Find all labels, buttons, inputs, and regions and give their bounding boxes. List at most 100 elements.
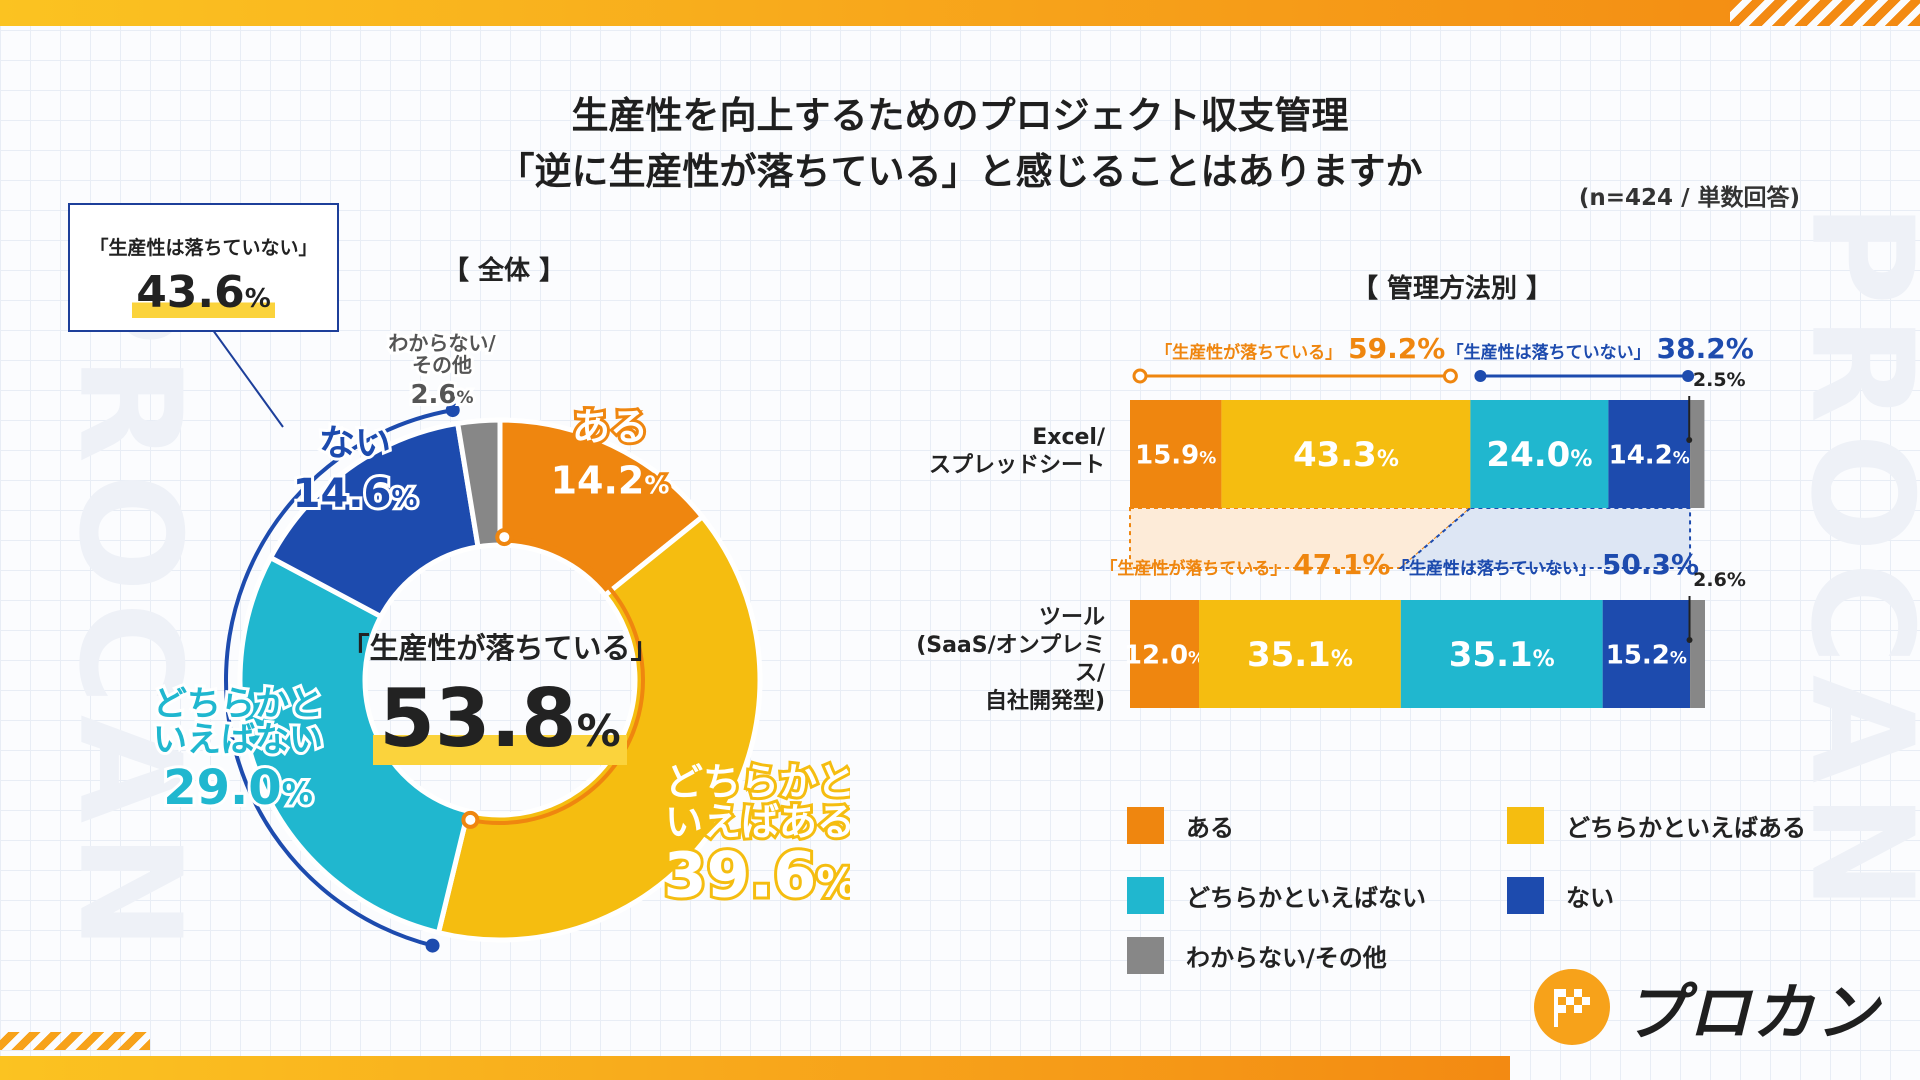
logo-text: プロカン bbox=[1623, 976, 1880, 1049]
bar-segment-excel-somewhat-aru bbox=[1221, 400, 1471, 508]
donut-label-nai-line-1: ない bbox=[319, 423, 391, 464]
other-leader-dot-excel bbox=[1686, 437, 1693, 443]
nodrop-bracket-arc bbox=[224, 408, 454, 948]
row-label-tool-line-2: (SaaS/オンプレミス/ bbox=[916, 633, 1105, 686]
bracket-nodrop-excel-dot-end bbox=[1682, 370, 1695, 382]
flag-icon bbox=[1533, 969, 1610, 1045]
bar-value-pct-tool-nai: % bbox=[1670, 648, 1687, 668]
donut-value-pct-somewhat-aru: % bbox=[816, 861, 850, 907]
other-value-excel: 2.5% bbox=[1693, 369, 1746, 391]
donut-slice-other bbox=[454, 417, 503, 550]
group-drop-tool: 「生産性が落ちている」 47.1% bbox=[1100, 548, 1390, 581]
group-drop-value-tool: 47.1% bbox=[1293, 548, 1390, 581]
group-nodrop-value-excel: 38.2% bbox=[1657, 332, 1754, 365]
row-label-excel-line-1: Excel/ bbox=[1032, 425, 1105, 450]
bar-segments: 15.9% 43.3% 24.0% 14.2%12.0% 35.1% 35.1% 15.2% bbox=[1124, 400, 1705, 708]
legend-label-somewhat-nai: どちらかといえばない bbox=[1186, 884, 1426, 912]
bottom-hatch-decoration bbox=[0, 1032, 150, 1050]
drop-bracket-dot-start bbox=[495, 528, 514, 547]
bar-segment-excel-other bbox=[1690, 400, 1705, 508]
bar-segment-tool-aru bbox=[1130, 600, 1199, 708]
method-section-label: 【 管理方法別 】 bbox=[1352, 274, 1553, 304]
donut-label-somewhat-nai-line-2: いえばない bbox=[153, 720, 323, 760]
callout-number: 43.6 bbox=[136, 267, 245, 318]
group-drop-value-excel: 59.2% bbox=[1348, 332, 1445, 365]
callout-pct: % bbox=[244, 284, 271, 314]
bracket-drop-excel-dot-end bbox=[1442, 368, 1458, 384]
page-title: 生産性を向上するためのプロジェクト収支管理 「逆に生産性が落ちている」と感じるこ… bbox=[0, 88, 1920, 200]
legend-label-nai: ない bbox=[1566, 884, 1614, 912]
group-nodrop-excel: 「生産性は落ちていない」 38.2% bbox=[1447, 332, 1754, 365]
bar-segment-excel-aru bbox=[1130, 400, 1222, 508]
row-label-tool-line-3: 自社開発型) bbox=[984, 689, 1105, 714]
top-stripe bbox=[0, 0, 1920, 26]
legend-swatch-other bbox=[1127, 937, 1164, 974]
bar-value-pct-excel-somewhat-aru: % bbox=[1377, 447, 1399, 472]
donut-value-pct-nai: % bbox=[391, 484, 417, 514]
group-drop-excel: 「生産性が落ちている」 59.2% bbox=[1155, 332, 1445, 365]
donut-slice-nai bbox=[267, 420, 481, 620]
donut-value-pct-somewhat-nai: % bbox=[282, 776, 313, 812]
donut-label-somewhat-nai-line-1: どちらかと bbox=[153, 684, 323, 724]
donut-slice-aru bbox=[497, 417, 706, 599]
nodrop-bracket-dot-end bbox=[445, 403, 460, 418]
center-label: 「生産性が落ちている」 bbox=[340, 631, 660, 665]
bar-value-pct-excel-nai: % bbox=[1673, 448, 1690, 468]
legend-swatch-somewhat-aru bbox=[1507, 807, 1544, 844]
callout-leader-line bbox=[162, 325, 284, 428]
donut-label-somewhat-aru-line-2: いえばある bbox=[665, 800, 850, 844]
callout-value: 43.6% bbox=[70, 267, 337, 318]
donut-value-somewhat-aru: 39.6% bbox=[663, 839, 850, 912]
other-leader-dot-tool bbox=[1686, 637, 1693, 643]
drop-bracket-dot-end bbox=[461, 810, 480, 829]
drop-bracket-arc bbox=[469, 535, 645, 825]
bar-segment-tool-nai bbox=[1602, 600, 1691, 708]
donut-label-somewhat-aru-line-1: どちらかと bbox=[665, 760, 850, 804]
legend-swatch-somewhat-nai bbox=[1127, 877, 1164, 914]
bracket-nodrop-excel-dot-start bbox=[1474, 370, 1487, 382]
donut-value-pct-other: % bbox=[457, 388, 474, 408]
legend-swatch-nai bbox=[1507, 877, 1544, 914]
bracket-drop-excel-dot-start bbox=[1132, 368, 1148, 384]
overall-section-label: 【 全体 】 bbox=[443, 256, 566, 286]
title-line-1: 生産性を向上するためのプロジェクト収支管理 bbox=[571, 94, 1349, 137]
center-number: 53.8 bbox=[379, 672, 577, 765]
bar-value-pct-excel-aru: % bbox=[1199, 448, 1216, 468]
bar-value-pct-excel-somewhat-nai: % bbox=[1570, 447, 1592, 472]
row-label-tool: ツール (SaaS/オンプレミス/ 自社開発型) bbox=[905, 604, 1105, 716]
bar-value-pct-tool-somewhat-nai: % bbox=[1533, 647, 1555, 672]
legend-item-somewhat-nai: どちらかといえばない bbox=[1127, 877, 1426, 914]
legend-item-other: わからない/その他 bbox=[1127, 937, 1387, 974]
legend-item-somewhat-aru: どちらかといえばある bbox=[1507, 807, 1806, 844]
row-label-excel: Excel/ スプレッドシート bbox=[905, 424, 1105, 480]
bar-segment-excel-nai bbox=[1608, 400, 1691, 508]
center-pct: % bbox=[576, 706, 621, 757]
legend-item-aru: ある bbox=[1127, 807, 1234, 844]
sample-note: (n=424 / 単数回答) bbox=[1578, 185, 1800, 211]
group-nodrop-value-tool: 50.3% bbox=[1602, 548, 1699, 581]
bar-value-pct-tool-somewhat-aru: % bbox=[1331, 647, 1353, 672]
callout-leader bbox=[162, 325, 284, 428]
stacked-bar-chart: 15.9% 43.3% 24.0% 14.2%12.0% 35.1% 35.1% 15.2%… bbox=[1100, 332, 1754, 708]
legend-swatch-aru bbox=[1127, 807, 1164, 844]
other-value-tool: 2.6% bbox=[1693, 569, 1746, 591]
donut-value-aru: 14.2% bbox=[551, 458, 670, 502]
legend-label-aru: ある bbox=[1186, 814, 1234, 842]
legend-label-somewhat-aru: どちらかといえばある bbox=[1566, 814, 1806, 842]
legend-label-other: わからない/その他 bbox=[1186, 944, 1387, 972]
flag-icon-svg bbox=[1553, 989, 1590, 1027]
donut-label-aru-line-1: ある bbox=[572, 405, 648, 449]
nodrop-callout: 「生産性は落ちていない」 43.6% bbox=[68, 203, 339, 332]
donut-label-other-line-2: その他 bbox=[412, 353, 472, 377]
brand-logo: プロカン bbox=[1533, 962, 1880, 1052]
nodrop-bracket-dot-start bbox=[425, 938, 440, 953]
callout-label: 「生産性は落ちていない」 bbox=[89, 237, 318, 259]
title-line-2: 「逆に生産性が落ちている」と感じることはありますか bbox=[497, 150, 1423, 193]
bar-segment-tool-somewhat-nai bbox=[1400, 600, 1603, 708]
row-label-excel-line-2: スプレッドシート bbox=[928, 453, 1105, 478]
legend-item-nai: ない bbox=[1507, 877, 1614, 914]
bar-segment-excel-somewhat-nai bbox=[1470, 400, 1609, 508]
donut-label-other-line-1: わからない/ bbox=[388, 331, 496, 355]
bar-segment-tool-other bbox=[1690, 600, 1705, 708]
donut-value-nai: 14.6% bbox=[293, 471, 418, 517]
